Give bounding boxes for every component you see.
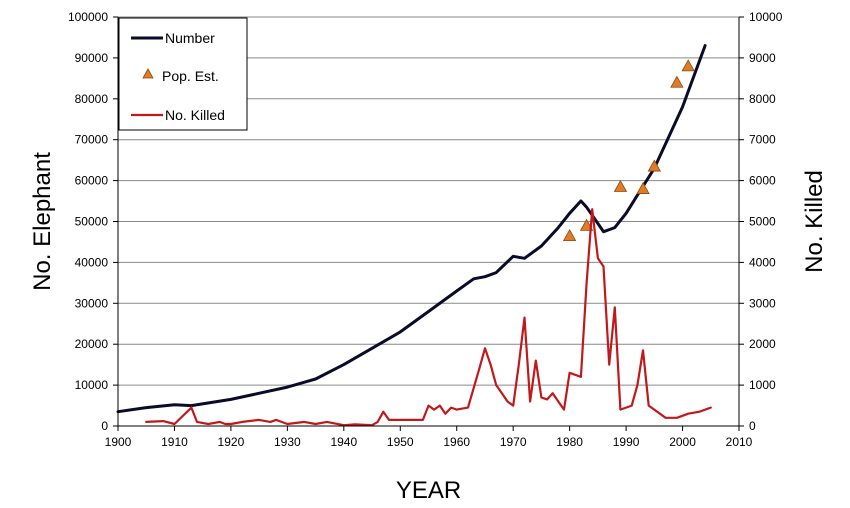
- right-y-tick-label-2: 2000: [749, 337, 776, 351]
- left-y-tick-label-6: 60000: [75, 174, 109, 188]
- x-tick-label-2: 1920: [218, 435, 245, 449]
- legend-label-0: Number: [165, 30, 215, 46]
- left-y-tick-label-7: 70000: [75, 133, 109, 147]
- legend: Number Pop. Est. No. Killed: [118, 17, 248, 131]
- left-y-tick-label-8: 80000: [75, 92, 109, 106]
- pop-est-point-2: [613, 179, 628, 192]
- left-y-tick-label-4: 40000: [75, 255, 109, 269]
- left-y-tick-label-2: 20000: [75, 337, 109, 351]
- left-y-tick-label-5: 50000: [75, 215, 109, 229]
- legend-label-1: Pop. Est.: [162, 68, 219, 84]
- left-y-tick-label-3: 30000: [75, 296, 109, 310]
- right-y-tick-label-5: 5000: [749, 215, 776, 229]
- left-y-tick-label-10: 100000: [68, 10, 108, 24]
- right-y-tick-label-7: 7000: [749, 133, 776, 147]
- x-tick-label-0: 1900: [105, 435, 132, 449]
- right-y-tick-label-10: 10000: [749, 10, 783, 24]
- tick-labels: 1900 1910 1920 1930 1940 1950 1960 1970 1980 1990…: [68, 10, 783, 449]
- x-tick-label-3: 1930: [274, 435, 301, 449]
- pop-est-point-5: [670, 75, 684, 88]
- right-y-tick-label-9: 9000: [749, 51, 776, 65]
- left-y-tick-label-0: 0: [101, 419, 108, 433]
- axes: [113, 16, 744, 431]
- series-line-no-killed: [145, 208, 712, 427]
- right-y-tick-label-4: 4000: [749, 255, 776, 269]
- x-tick-label-4: 1940: [330, 435, 357, 449]
- x-tick-label-1: 1910: [161, 435, 188, 449]
- x-tick-label-10: 2000: [669, 435, 696, 449]
- x-tick-label-8: 1980: [556, 435, 583, 449]
- pop-est-point-0: [562, 228, 577, 242]
- pop-est-point-3: [636, 181, 650, 194]
- x-tick-label-6: 1960: [443, 435, 470, 449]
- legend-label-2: No. Killed: [165, 107, 225, 123]
- left-y-tick-label-9: 90000: [75, 51, 109, 65]
- left-y-tick-label-1: 10000: [75, 378, 109, 392]
- right-y-tick-label-1: 1000: [749, 378, 776, 392]
- pop-est-point-6: [681, 59, 695, 72]
- right-y-tick-label-8: 8000: [749, 92, 776, 106]
- x-tick-label-5: 1950: [387, 435, 414, 449]
- legend-swatch-1: [142, 68, 154, 79]
- series-line-number: [116, 44, 707, 414]
- x-tick-label-7: 1970: [500, 435, 527, 449]
- grid-lines: [118, 16, 739, 386]
- series-layer: [116, 44, 712, 427]
- x-axis-title: YEAR: [396, 477, 461, 504]
- right-y-tick-label-0: 0: [749, 419, 756, 433]
- right-y-tick-label-3: 3000: [749, 296, 776, 310]
- right-y-axis-title: No. Killed: [801, 170, 828, 273]
- pop-est-point-1: [579, 218, 594, 231]
- x-tick-label-9: 1990: [613, 435, 640, 449]
- right-y-tick-label-6: 6000: [749, 174, 776, 188]
- pop-est-point-4: [647, 159, 661, 172]
- x-tick-label-11: 2010: [726, 435, 753, 449]
- left-y-axis-title: No. Elephant: [29, 152, 56, 291]
